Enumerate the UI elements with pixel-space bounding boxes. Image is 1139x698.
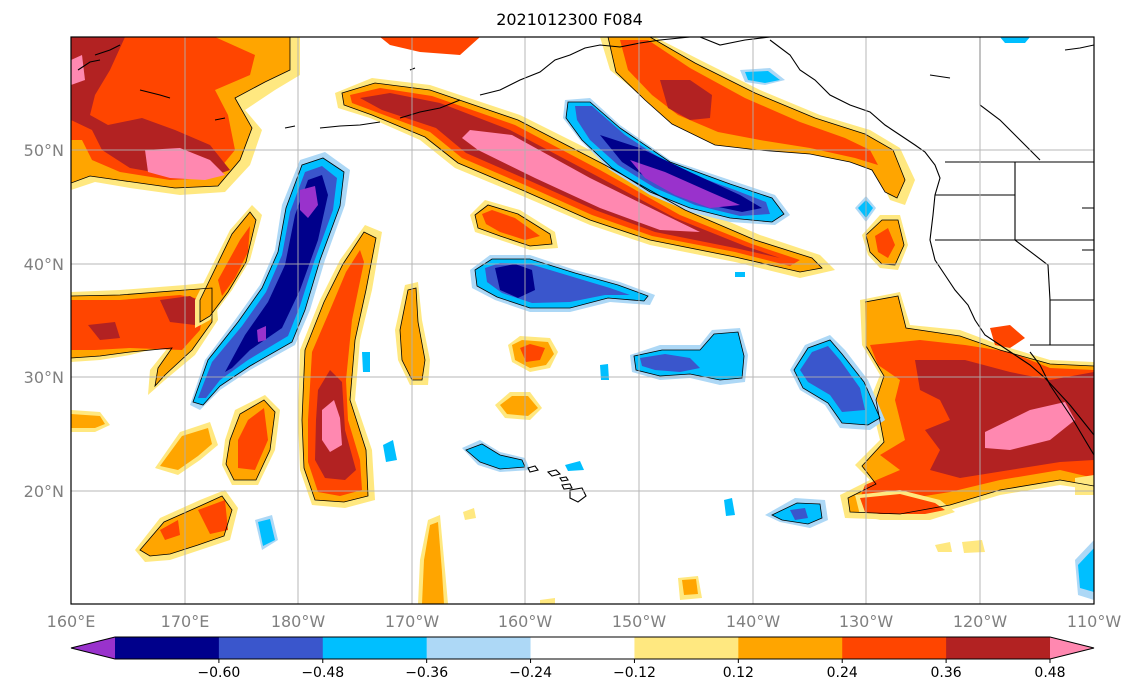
- colorbar-extend-max: [1050, 637, 1094, 659]
- plot-area: [70, 36, 1095, 605]
- colorbar-swatch: [738, 637, 843, 659]
- warm-blobs-east: [463, 215, 985, 604]
- x-tick-label: 120°W: [953, 612, 1008, 631]
- cold-band-gulf-of-alaska: [563, 98, 790, 225]
- cold-blob-135w: [790, 335, 885, 430]
- colorbar-swatch: [426, 637, 532, 659]
- y-tick-label: 50°N: [24, 141, 64, 160]
- x-tick-label: 110°W: [1067, 612, 1122, 631]
- colorbar-label: −0.60: [197, 665, 240, 681]
- x-tick-label: 170°W: [385, 612, 440, 631]
- colorbar-swatch: [530, 637, 635, 659]
- warm-band-gulf-of-alaska: [335, 78, 835, 278]
- y-axis-labels: 50°N 40°N 30°N 20°N: [24, 141, 64, 501]
- contour-lines: [71, 37, 1094, 557]
- colorbar-swatch: [115, 637, 220, 659]
- colorbar-outline: [70, 636, 1095, 660]
- colorbar: −0.60 −0.48 −0.36 −0.24 −0.12 0.12 0.24 0.36 0.4…: [70, 636, 1139, 681]
- colorbar-swatch: [634, 637, 739, 659]
- cold-column-180w: [190, 152, 350, 410]
- colorbar-label: 0.48: [1034, 665, 1065, 681]
- colorbar-swatch: [322, 637, 428, 659]
- colorbar-label: 0.12: [723, 665, 754, 681]
- cold-blobs-south: [255, 37, 1094, 600]
- y-tick-label: 20°N: [24, 482, 64, 501]
- colorbar-swatch: [842, 637, 947, 659]
- hawaii-islands: [527, 465, 587, 503]
- colorbar-label: −0.36: [405, 665, 448, 681]
- x-tick-label: 150°W: [612, 612, 667, 631]
- colorbar-label: 0.36: [931, 665, 962, 681]
- x-tick-label: 160°W: [498, 612, 553, 631]
- y-tick-label: 30°N: [24, 368, 64, 387]
- x-axis-labels: 160°E 170°E 180°W 170°W 160°W 150°W 140°…: [47, 612, 1122, 631]
- y-tick-label: 40°N: [24, 255, 64, 274]
- warm-column-169w-south: [418, 515, 448, 604]
- colorbar-extend-min: [71, 637, 115, 659]
- colorbar-label: −0.48: [301, 665, 344, 681]
- warm-region-northwest: [71, 37, 300, 195]
- x-tick-label: 140°W: [726, 612, 781, 631]
- warm-column-175w: [298, 225, 382, 508]
- anomaly-fields: [71, 37, 1094, 604]
- warm-regions-west: [71, 205, 280, 562]
- colorbar-label: −0.24: [509, 665, 552, 681]
- x-tick-label: 130°W: [839, 612, 894, 631]
- x-tick-label: 180°W: [271, 612, 326, 631]
- x-tick-label: 160°E: [47, 612, 96, 631]
- graticule: [71, 37, 1094, 604]
- x-tick-label: 170°E: [161, 612, 210, 631]
- colorbar-label: 0.24: [827, 665, 858, 681]
- cold-blobs-150w: [630, 328, 748, 385]
- warm-region-east-pacific: [840, 292, 1094, 520]
- coastlines: [77, 37, 1094, 456]
- map-title: 2021012300 F084: [496, 10, 643, 29]
- colorbar-label: −0.12: [613, 665, 656, 681]
- colorbar-swatch: [946, 637, 1051, 659]
- colorbar-swatch: [218, 637, 324, 659]
